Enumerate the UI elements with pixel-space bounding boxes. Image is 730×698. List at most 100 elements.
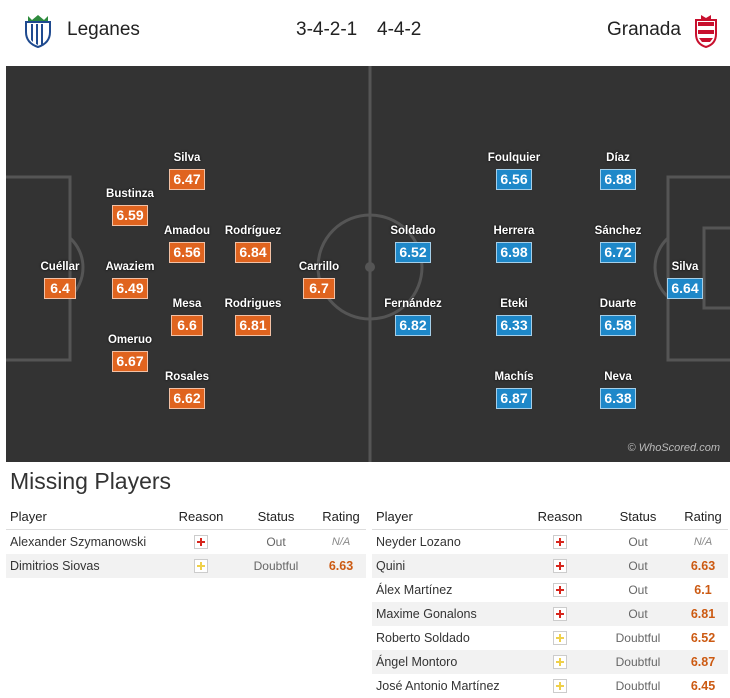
table-row: Dimitrios Siovas Doubtful 6.63 <box>6 554 366 578</box>
doubt-icon[interactable] <box>553 631 567 646</box>
column-reason[interactable]: Reason <box>522 503 598 530</box>
injury-icon[interactable] <box>553 559 567 574</box>
player-home-midfielder-4[interactable]: Rosales 6.62 <box>142 370 232 409</box>
pitch-markings <box>6 66 730 462</box>
missing-rating: 6.45 <box>690 679 716 693</box>
table-row: Quini Out 6.63 <box>372 554 728 578</box>
player-home-attacking-mid-2[interactable]: Rodrigues 6.81 <box>208 297 298 336</box>
missing-player-name[interactable]: Ángel Montoro <box>372 650 522 674</box>
player-away-defender-2[interactable]: Sánchez 6.72 <box>573 224 663 263</box>
table-row: Roberto Soldado Doubtful 6.52 <box>372 626 728 650</box>
player-home-midfielder-2[interactable]: Amadou 6.56 <box>142 224 232 263</box>
column-status[interactable]: Status <box>598 503 678 530</box>
player-rating: 6.67 <box>112 351 148 372</box>
player-home-defender-center[interactable]: Awaziem 6.49 <box>85 260 175 299</box>
missing-player-name[interactable]: Maxime Gonalons <box>372 602 522 626</box>
player-name: Mesa <box>172 298 202 310</box>
column-rating[interactable]: Rating <box>678 503 728 530</box>
player-home-goalkeeper[interactable]: Cuéllar 6.4 <box>15 260 105 299</box>
away-formation: 4-4-2 <box>377 19 422 40</box>
player-name: Carrillo <box>298 261 340 273</box>
player-name: Rodrigues <box>224 298 282 310</box>
missing-status: Out <box>598 602 678 626</box>
player-away-goalkeeper[interactable]: Silva 6.64 <box>640 260 730 299</box>
missing-status: Out <box>628 535 648 549</box>
table-row: José Antonio Martínez Doubtful 6.45 <box>372 674 728 698</box>
player-name: Foulquier <box>487 152 541 164</box>
player-rating: 6.52 <box>395 242 431 263</box>
away-team-name[interactable]: Granada <box>607 19 681 40</box>
missing-reason <box>522 530 598 555</box>
home-team-name[interactable]: Leganes <box>67 19 140 40</box>
player-home-midfielder-1[interactable]: Silva 6.47 <box>142 151 232 190</box>
player-name: Eteki <box>500 298 528 310</box>
player-away-midfielder-3[interactable]: Eteki 6.33 <box>469 297 559 336</box>
missing-status: Out <box>266 535 286 549</box>
leganes-crest-icon <box>25 15 51 48</box>
table-header-row: Player Reason Status Rating <box>6 503 366 530</box>
player-rating: 6.56 <box>496 169 532 190</box>
column-rating[interactable]: Rating <box>316 503 366 530</box>
player-name: Rosales <box>164 371 210 383</box>
column-player[interactable]: Player <box>6 503 166 530</box>
player-name: Bustinza <box>106 188 154 200</box>
player-rating: 6.72 <box>600 242 636 263</box>
column-player[interactable]: Player <box>372 503 522 530</box>
column-status[interactable]: Status <box>236 503 316 530</box>
player-away-defender-1[interactable]: Díaz 6.88 <box>573 151 663 190</box>
injury-icon[interactable] <box>553 535 567 550</box>
player-rating: 6.58 <box>600 315 636 336</box>
player-home-attacking-mid-1[interactable]: Rodríguez 6.84 <box>208 224 298 263</box>
player-home-defender-right[interactable]: Omeruo 6.67 <box>85 333 175 372</box>
missing-rating: 6.63 <box>678 554 728 578</box>
table-row: Maxime Gonalons Out 6.81 <box>372 602 728 626</box>
player-away-defender-3[interactable]: Duarte 6.58 <box>573 297 663 336</box>
missing-status: Out <box>598 554 678 578</box>
injury-icon[interactable] <box>194 535 208 550</box>
missing-player-name[interactable]: Neyder Lozano <box>376 535 461 549</box>
missing-player-name[interactable]: José Antonio Martínez <box>376 679 500 693</box>
player-rating: 6.6 <box>171 315 203 336</box>
missing-player-name[interactable]: Quini <box>372 554 522 578</box>
missing-player-name[interactable]: Álex Martínez <box>376 583 453 597</box>
missing-reason <box>522 578 598 602</box>
player-name: Soldado <box>390 225 436 237</box>
missing-status: Doubtful <box>236 554 316 578</box>
table-header-row: Player Reason Status Rating <box>372 503 728 530</box>
player-name: Silva <box>671 261 699 273</box>
player-rating: 6.88 <box>600 169 636 190</box>
injury-icon[interactable] <box>553 583 567 598</box>
player-away-midfielder-4[interactable]: Machís 6.87 <box>469 370 559 409</box>
missing-player-name[interactable]: Dimitrios Siovas <box>6 554 166 578</box>
player-rating: 6.4 <box>44 278 76 299</box>
player-rating: 6.59 <box>112 205 148 226</box>
missing-player-name[interactable]: Roberto Soldado <box>376 631 470 645</box>
player-rating: 6.62 <box>169 388 205 409</box>
player-home-defender-left[interactable]: Bustinza 6.59 <box>85 187 175 226</box>
player-rating: 6.84 <box>235 242 271 263</box>
column-reason[interactable]: Reason <box>166 503 236 530</box>
player-away-defender-4[interactable]: Neva 6.38 <box>573 370 663 409</box>
injury-icon[interactable] <box>553 607 567 622</box>
missing-reason <box>166 554 236 578</box>
player-away-midfielder-2[interactable]: Herrera 6.98 <box>469 224 559 263</box>
player-away-striker-2[interactable]: Fernández 6.82 <box>368 297 458 336</box>
doubt-icon[interactable] <box>553 679 567 694</box>
missing-status: Doubtful <box>615 631 661 645</box>
missing-status: Out <box>628 583 648 597</box>
player-name: Neva <box>604 371 632 383</box>
player-home-midfielder-3[interactable]: Mesa 6.6 <box>142 297 232 336</box>
doubt-icon[interactable] <box>553 655 567 670</box>
missing-status: Doubtful <box>615 679 661 693</box>
player-away-striker-1[interactable]: Soldado 6.52 <box>368 224 458 263</box>
missing-player-name[interactable]: Alexander Szymanowski <box>10 535 147 549</box>
player-rating: 6.38 <box>600 388 636 409</box>
missing-reason <box>522 650 598 674</box>
doubt-icon[interactable] <box>194 559 208 574</box>
granada-crest-icon <box>695 15 717 48</box>
player-away-midfielder-1[interactable]: Foulquier 6.56 <box>469 151 559 190</box>
missing-status: Doubtful <box>598 650 678 674</box>
player-rating: 6.81 <box>235 315 271 336</box>
home-formation: 3-4-2-1 <box>296 19 358 40</box>
player-home-striker[interactable]: Carrillo 6.7 <box>274 260 364 299</box>
